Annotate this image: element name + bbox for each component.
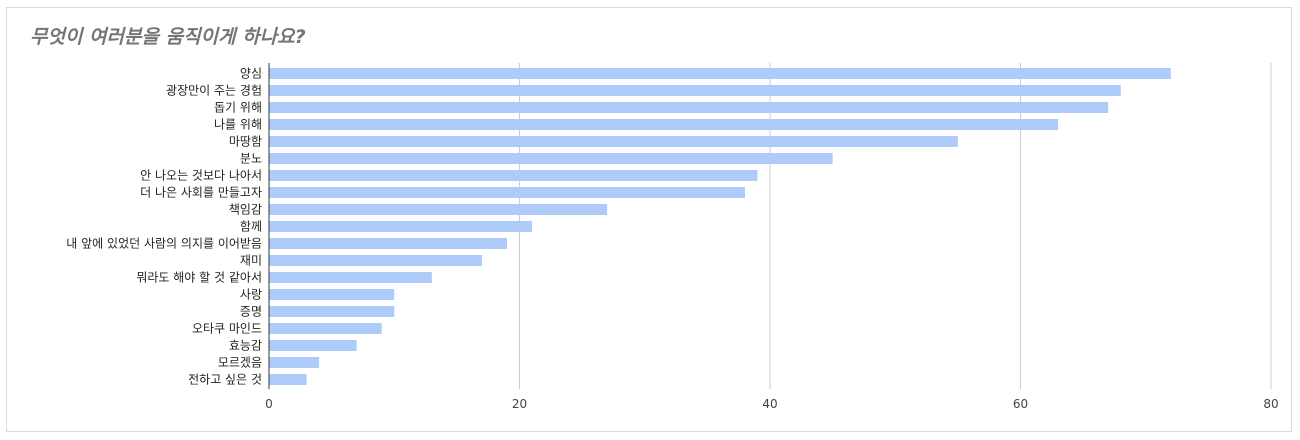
bar[interactable] xyxy=(269,255,482,266)
bar[interactable] xyxy=(269,289,395,300)
category-label: 마땅함 xyxy=(229,135,262,149)
bar[interactable] xyxy=(269,187,745,198)
category-label: 뭐라도 해야 할 것 같아서 xyxy=(136,271,262,285)
bar[interactable] xyxy=(269,323,382,334)
category-label: 모르겠음 xyxy=(218,356,262,370)
category-label: 분노 xyxy=(240,152,262,166)
x-tick-label: 60 xyxy=(1013,397,1028,411)
category-label: 함께 xyxy=(240,220,262,234)
x-tick-labels: 0 20 40 60 80 xyxy=(265,397,1278,411)
category-label: 안 나오는 것보다 나아서 xyxy=(140,169,262,183)
category-label: 돕기 위해 xyxy=(214,101,262,115)
category-label: 전하고 싶은 것 xyxy=(188,373,262,387)
x-tick-label: 0 xyxy=(265,397,273,411)
bars xyxy=(269,68,1171,385)
category-label: 오타쿠 마인드 xyxy=(192,322,262,336)
bar[interactable] xyxy=(269,340,357,351)
chart-title: 무엇이 여러분을 움직이게 하나요? xyxy=(30,26,306,48)
category-label: 사랑 xyxy=(240,288,262,302)
category-label: 재미 xyxy=(240,254,262,268)
category-label: 나를 위해 xyxy=(214,118,262,132)
bar[interactable] xyxy=(269,136,958,147)
bar[interactable] xyxy=(269,272,432,283)
bar[interactable] xyxy=(269,238,507,249)
bar[interactable] xyxy=(269,374,307,385)
x-tick-label: 40 xyxy=(762,397,777,411)
category-label: 내 앞에 있었던 사람의 의지를 이어받음 xyxy=(66,237,262,251)
bar[interactable] xyxy=(269,306,395,317)
category-label: 효능감 xyxy=(229,339,262,353)
category-label: 광장만이 주는 경험 xyxy=(166,84,262,98)
bar[interactable] xyxy=(269,357,320,368)
x-tick-label: 80 xyxy=(1263,397,1278,411)
category-label: 책임감 xyxy=(229,202,262,217)
bar[interactable] xyxy=(269,102,1109,113)
bar[interactable] xyxy=(269,68,1171,79)
category-label: 더 나은 사회를 만들고자 xyxy=(140,186,262,200)
x-tick-label: 20 xyxy=(512,397,527,411)
bar[interactable] xyxy=(269,170,758,181)
bar[interactable] xyxy=(269,221,533,232)
bar[interactable] xyxy=(269,153,833,164)
category-label: 양심 xyxy=(240,67,262,81)
bar[interactable] xyxy=(269,119,1059,130)
category-label: 증명 xyxy=(240,305,262,319)
bar[interactable] xyxy=(269,85,1121,96)
bar[interactable] xyxy=(269,204,608,215)
